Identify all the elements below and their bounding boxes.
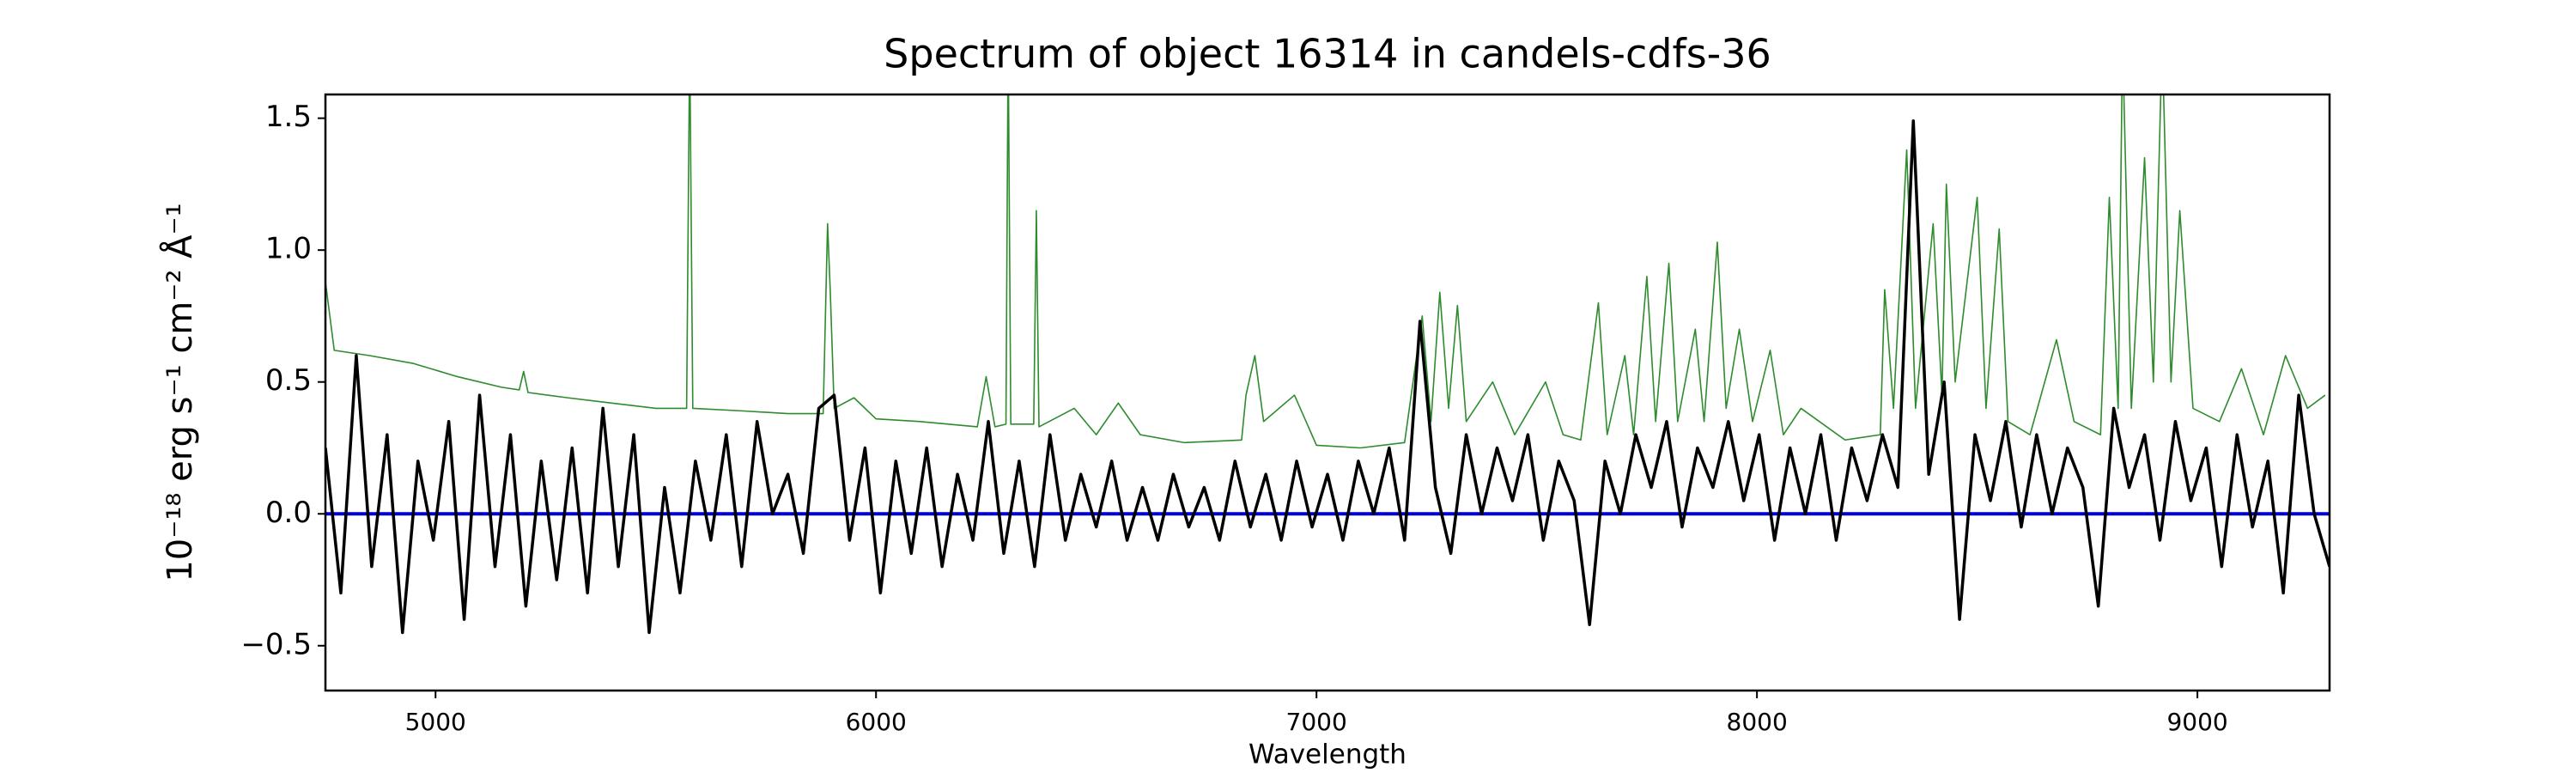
chart-title: Spectrum of object 16314 in candels-cdfs… xyxy=(884,31,1771,77)
y-tick-label: 0.0 xyxy=(265,496,312,530)
y-tick-label: 0.5 xyxy=(265,363,312,398)
y-tick-label: 1.0 xyxy=(265,232,312,266)
y-axis-label: 10⁻¹⁸ erg s⁻¹ cm⁻² Å⁻¹ xyxy=(159,203,200,581)
y-tick-label: −0.5 xyxy=(240,627,312,661)
x-tick-label: 8000 xyxy=(1727,708,1788,736)
x-tick-label: 5000 xyxy=(405,708,466,736)
plot-area xyxy=(325,94,2330,635)
spectrum-line xyxy=(325,119,2330,635)
x-tick-label: 9000 xyxy=(2166,708,2227,736)
x-axis-label: Wavelength xyxy=(1249,740,1406,770)
spectrum-line xyxy=(325,94,2326,449)
x-tick-label: 6000 xyxy=(846,708,907,736)
x-tick-label: 7000 xyxy=(1286,708,1347,736)
y-tick-label: 1.5 xyxy=(265,100,312,134)
plot-frame xyxy=(324,93,2331,692)
